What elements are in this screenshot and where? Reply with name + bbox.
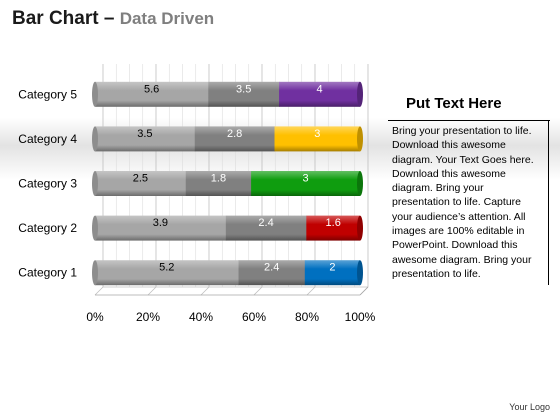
data-label: 5.6 [144, 83, 159, 95]
page-title: Bar Chart – Data Driven [12, 8, 214, 30]
bar-end-cap [357, 171, 363, 196]
bar-segment [194, 126, 276, 152]
x-tick-label: 20% [136, 310, 160, 324]
x-tick-label: 80% [295, 310, 319, 324]
data-label: 3.5 [236, 83, 251, 95]
bar-segment [304, 260, 360, 286]
title-subtitle: Data Driven [119, 9, 215, 28]
bar-segment [95, 260, 240, 286]
bar-segment [95, 215, 227, 241]
bar-segment [95, 126, 196, 152]
bar-start-cap [92, 215, 98, 241]
bar-start-cap [92, 260, 98, 286]
data-label: 3.9 [153, 217, 168, 229]
bar-start-cap [92, 126, 98, 152]
bar-end-cap [357, 126, 363, 152]
data-label: 4 [316, 83, 322, 95]
gridline [306, 286, 316, 296]
axis-corner-line [359, 286, 369, 296]
x-tick-label: 0% [86, 310, 104, 324]
category-label: Category 4 [18, 132, 77, 146]
category-label: Category 1 [18, 266, 77, 280]
bar-segment [185, 171, 252, 196]
footer-logo-text: Your Logo [509, 402, 550, 412]
side-panel-rule-top [388, 120, 550, 121]
data-label: 5.2 [159, 262, 174, 274]
side-panel-heading: Put Text Here [406, 95, 502, 112]
gridline [147, 286, 157, 296]
bar-segment [238, 260, 306, 286]
title-main: Bar Chart – [12, 8, 115, 29]
data-label: 1.6 [326, 217, 341, 229]
bar-chart: 0% 20% 40% 60% 80% 100% Category 5 5.6 3.5 4 Categ… [18, 64, 376, 324]
category-label: Category 5 [18, 87, 77, 101]
data-label: 3 [314, 128, 320, 140]
data-label: 2.8 [227, 128, 242, 140]
category-label: Category 2 [18, 221, 77, 235]
data-label: 2.4 [258, 217, 273, 229]
bar-segment [251, 171, 360, 196]
data-label: 2.4 [264, 262, 279, 274]
gridline [94, 286, 104, 296]
bar-segment [95, 81, 209, 107]
bar-end-cap [357, 81, 363, 107]
data-label: 3.5 [137, 128, 152, 140]
bar-segment [306, 215, 360, 241]
bar-start-cap [92, 81, 98, 107]
bar-segment [274, 126, 360, 152]
x-tick-label: 60% [242, 310, 266, 324]
side-panel-body: Bring your presentation to life. Downloa… [392, 125, 534, 280]
gridline [253, 286, 263, 296]
gridline [200, 286, 210, 296]
bar-segment [95, 171, 187, 196]
category-label: Category 3 [18, 177, 77, 191]
data-label: 2.5 [133, 173, 148, 185]
bar-segment [208, 81, 280, 107]
data-label: 1.8 [211, 173, 226, 185]
data-label: 2 [329, 262, 335, 274]
bar-end-cap [357, 215, 363, 241]
side-panel-rule-right [548, 120, 549, 285]
x-tick-label: 40% [189, 310, 213, 324]
bar-start-cap [92, 171, 98, 196]
bar-segment [225, 215, 307, 241]
x-tick-label: 100% [345, 310, 376, 324]
bar-end-cap [357, 260, 363, 286]
data-label: 3 [302, 173, 308, 185]
bar-segment [279, 81, 360, 107]
